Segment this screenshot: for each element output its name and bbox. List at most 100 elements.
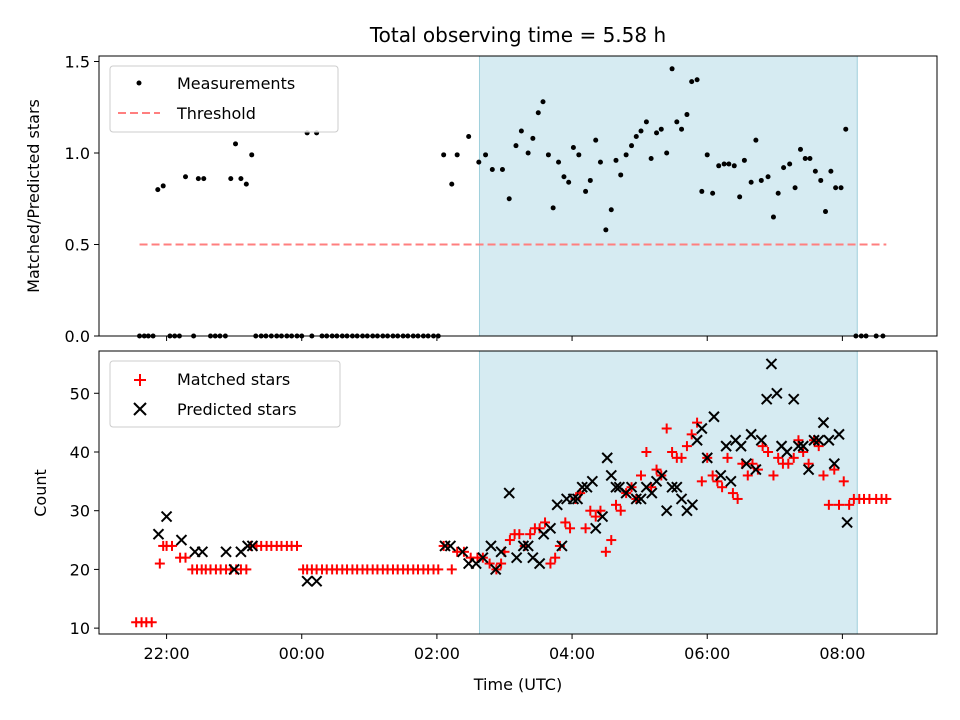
measurement-point	[748, 179, 754, 185]
matched-star-point	[651, 464, 662, 475]
bottom-y-ticks: 10 20 30 40 50	[70, 384, 99, 638]
measurement-point	[716, 163, 722, 169]
matched-star-point	[803, 458, 814, 469]
measurement-point	[664, 150, 670, 156]
measurement-points	[137, 66, 886, 339]
measurement-point	[828, 168, 834, 174]
legend-predicted-label: Predicted stars	[177, 400, 297, 419]
predicted-star-point	[823, 434, 835, 446]
measurement-point	[822, 209, 828, 215]
matched-star-point	[763, 446, 774, 457]
measurement-point	[576, 152, 582, 158]
top-chart-title: Total observing time = 5.58 h	[369, 23, 666, 47]
measurement-point	[623, 152, 629, 158]
matched-star-point	[667, 446, 678, 457]
measurement-point	[833, 185, 839, 191]
predicted-star-point	[781, 446, 793, 458]
measurement-point	[597, 159, 603, 165]
predicted-star-point	[675, 493, 688, 505]
matched-star-point	[696, 476, 707, 487]
predicted-star-point	[220, 546, 232, 558]
predicted-star-point	[701, 452, 713, 464]
measurement-point	[195, 176, 201, 182]
predicted-star-point	[755, 434, 767, 446]
predicted-star-point	[625, 481, 638, 493]
predicted-star-point	[495, 546, 507, 558]
predicted-star-point	[533, 557, 546, 570]
matched-star-point	[600, 546, 611, 557]
measurement-point	[658, 126, 664, 132]
matched-star-point	[692, 417, 703, 428]
predicted-star-point	[792, 440, 805, 452]
measurement-point	[618, 172, 624, 178]
matched-star-point	[580, 523, 591, 534]
matched-star-point	[881, 493, 892, 504]
matched-star-point	[525, 529, 536, 540]
matched-star-point	[732, 493, 743, 504]
bottom-legend-box	[109, 360, 341, 428]
predicted-star-point	[544, 522, 557, 535]
matched-star-point	[793, 435, 804, 446]
measurement-point	[550, 205, 556, 211]
predicted-star-point	[605, 469, 617, 482]
bottom-y-tick-label: 50	[70, 384, 90, 403]
legend-predicted-marker	[133, 402, 147, 416]
predicted-star-point	[517, 540, 530, 552]
predicted-star-point	[301, 575, 313, 587]
bottom-panel: 10 20 30 40 50 22:00 00:00 02:00 04:00 06:00 08:0…	[31, 350, 938, 694]
predicted-star-point	[671, 481, 683, 493]
matched-star-point	[166, 540, 177, 551]
matched-star-point	[844, 499, 855, 510]
measurement-point	[802, 155, 808, 161]
measurement-point	[583, 188, 589, 194]
legend-measurements-marker	[136, 80, 142, 86]
measurement-point	[587, 177, 593, 183]
measurement-point	[476, 159, 482, 165]
measurement-point	[466, 134, 472, 140]
predicted-star-point	[833, 428, 845, 441]
predicted-star-point	[586, 475, 599, 488]
matched-star-point	[550, 552, 561, 563]
top-y-tick-label: 1.5	[65, 52, 90, 71]
matched-star-point	[783, 458, 794, 469]
matched-star-point	[818, 470, 829, 481]
matched-star-point	[606, 535, 617, 546]
matched-star-point	[180, 552, 191, 563]
measurement-point	[183, 174, 189, 180]
measurement-point	[566, 179, 572, 185]
bottom-y-tick-label: 10	[70, 619, 90, 638]
predicted-star-point	[246, 540, 259, 552]
predicted-star-point	[745, 428, 757, 441]
predicted-star-point	[696, 422, 708, 435]
matched-star-point	[686, 429, 697, 440]
measurement-point	[648, 155, 654, 161]
predicted-star-point	[828, 458, 840, 470]
x-tick-label: 04:00	[549, 644, 595, 663]
predicted-star-point	[567, 493, 580, 505]
measurement-point	[454, 152, 460, 158]
measurement-point	[540, 99, 546, 105]
matched-star-point	[823, 499, 834, 510]
predicted-star-point	[708, 411, 720, 423]
measurement-point	[499, 166, 505, 172]
bottom-y-axis-label: Count	[31, 469, 50, 517]
measurement-point	[797, 146, 803, 152]
top-y-tick-label: 0.5	[65, 235, 90, 254]
measurement-point	[787, 161, 793, 167]
predicted-star-point	[556, 540, 568, 552]
top-y-tick-label: 1.0	[65, 144, 90, 163]
predicted-star-point	[735, 440, 747, 452]
matched-star-point	[813, 441, 824, 452]
matched-star-point	[834, 499, 845, 510]
x-tick-label: 00:00	[279, 644, 325, 663]
predicted-star-point	[571, 493, 584, 505]
x-tick-label: 08:00	[819, 644, 865, 663]
measurement-point	[608, 207, 614, 213]
measurement-point	[506, 196, 512, 202]
measurement-point	[603, 227, 609, 233]
matched-star-point	[641, 446, 652, 457]
predicted-star-point	[635, 493, 647, 505]
measurement-point	[684, 112, 690, 118]
measurement-point	[643, 119, 649, 125]
measurement-point	[545, 152, 551, 158]
